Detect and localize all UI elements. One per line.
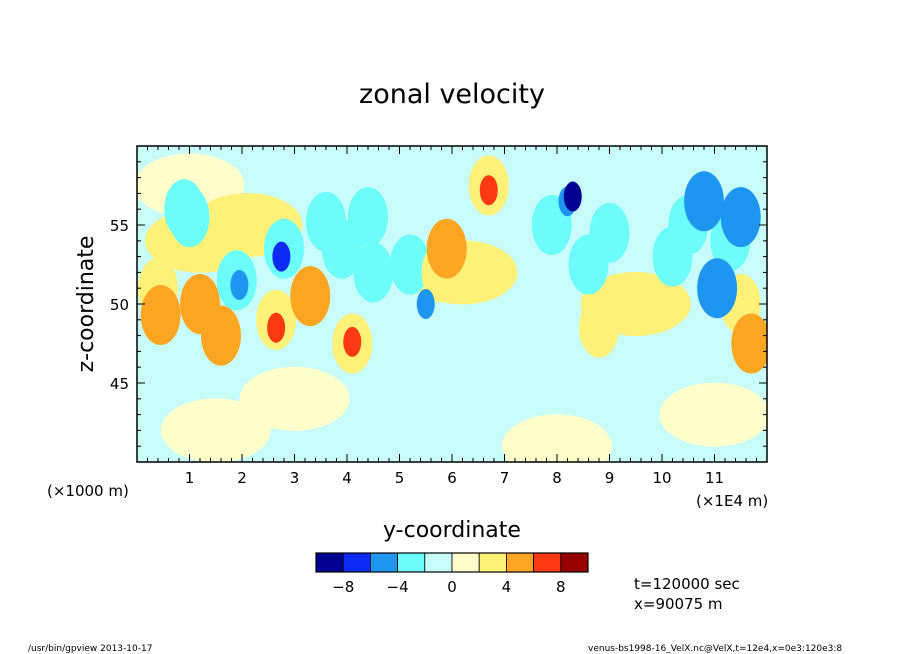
x-tick-label: 11	[705, 469, 724, 487]
colorbar: −8 −4 0 4 8	[315, 552, 589, 596]
chart-title: zonal velocity	[359, 79, 545, 110]
colorbar-tick-label: −4	[387, 578, 409, 596]
x-unit-right: (×1E4 m)	[696, 492, 768, 510]
y-axis: 45 50 55	[110, 145, 767, 463]
field-feature-46	[479, 175, 498, 206]
field-feature-37	[426, 218, 467, 279]
field-feature-36	[290, 266, 331, 327]
colorbar-swatch	[478, 552, 507, 573]
x-axis-label: y-coordinate	[383, 518, 521, 543]
y-tick-label: 55	[110, 217, 129, 235]
field-feature-19	[348, 187, 388, 248]
field-feature-5	[502, 414, 612, 462]
colorbar-tick-label: 4	[502, 578, 512, 596]
y-axis-label: z-coordinate	[74, 236, 99, 373]
time-annotation: t=120000 sec	[634, 575, 740, 593]
x-tick-label: 8	[552, 469, 562, 487]
field-feature-21	[390, 234, 430, 295]
field-feature-6	[659, 382, 767, 447]
colorbar-swatch	[315, 552, 344, 573]
field-feature-40	[720, 187, 761, 248]
field-feature-49	[563, 181, 582, 212]
x-tick-label: 7	[500, 469, 510, 487]
velocity-field	[137, 146, 767, 462]
colorbar-swatch	[397, 552, 426, 573]
x-unit-left: (×1000 m)	[47, 482, 129, 500]
field-feature-38	[684, 171, 724, 232]
colorbar-frame	[315, 552, 589, 573]
colorbar-swatch	[342, 552, 371, 573]
y-tick-label: 50	[110, 296, 129, 314]
x-tick-label: 3	[290, 469, 300, 487]
field-feature-48	[272, 241, 291, 272]
field-feature-32	[169, 187, 210, 248]
colorbar-tick-label: −8	[332, 578, 354, 596]
field-feature-44	[343, 326, 362, 357]
colorbar-swatch	[451, 552, 480, 573]
x-tick-label: 4	[342, 469, 352, 487]
field-feature-4	[160, 398, 271, 462]
x-axis: 1 2 3 4 5 6 7 8 9 10 11	[136, 146, 768, 487]
field-feature-35	[140, 285, 181, 346]
x-tick-label: 5	[395, 469, 405, 487]
x-position-annotation: x=90075 m	[634, 595, 723, 613]
field-feature-26	[589, 202, 630, 263]
colorbar-swatch	[560, 552, 589, 573]
field-feature-3	[239, 366, 350, 431]
field-feature-45	[416, 289, 435, 319]
field-feature-27	[579, 297, 619, 358]
field-feature-20	[353, 242, 394, 303]
colorbar-swatch	[424, 552, 453, 573]
field-feature-34	[201, 305, 241, 366]
x-tick-label: 9	[605, 469, 615, 487]
y-tick-label: 45	[110, 375, 129, 393]
x-tick-label: 10	[652, 469, 671, 487]
colorbar-swatch	[505, 552, 534, 573]
x-tick-label: 2	[237, 469, 247, 487]
field-feature-39	[697, 258, 738, 319]
colorbar-swatch	[533, 552, 562, 573]
colorbar-swatch	[369, 552, 398, 573]
footer-left: /usr/bin/gpview 2013-10-17	[28, 644, 152, 654]
field-feature-1	[423, 358, 534, 423]
field-feature-43	[267, 312, 286, 343]
field-feature-41	[731, 313, 767, 374]
x-tick-label: 1	[185, 469, 195, 487]
colorbar-tick-label: 0	[447, 578, 457, 596]
x-tick-label: 6	[447, 469, 457, 487]
field-feature-42	[230, 270, 249, 301]
footer-right: venus-bs1998-16_VelX.nc@VelX,t=12e4,x=0e…	[588, 644, 842, 654]
colorbar-tick-label: 8	[556, 578, 566, 596]
